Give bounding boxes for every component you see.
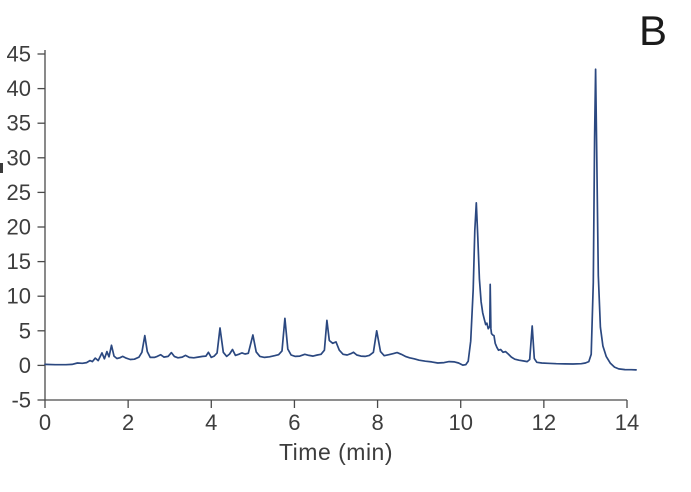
y-tick-label: 25 xyxy=(7,180,31,205)
y-tick-label: 10 xyxy=(7,284,31,309)
axis-lines xyxy=(44,50,627,401)
chromatogram-trace xyxy=(44,68,637,371)
x-tick-label: 12 xyxy=(532,410,556,435)
panel-label: B xyxy=(639,7,668,54)
y-tick-label: -5 xyxy=(11,388,31,413)
y-tick-label: 15 xyxy=(7,249,31,274)
y-tick-label: 0 xyxy=(19,353,31,378)
y-tick-label: 45 xyxy=(7,42,31,67)
y-tick-label: 20 xyxy=(7,215,31,240)
x-tick-label: 0 xyxy=(39,410,51,435)
x-tick-label: 4 xyxy=(205,410,217,435)
x-tick-label: 14 xyxy=(615,410,639,435)
x-axis-title: Time (min) xyxy=(279,439,393,465)
x-tick-label: 6 xyxy=(288,410,300,435)
y-tick-label: 30 xyxy=(7,145,31,170)
y-tick-label: 35 xyxy=(7,111,31,136)
y-tick-label: 40 xyxy=(7,76,31,101)
x-tick-label: 8 xyxy=(371,410,383,435)
x-tick-label: 2 xyxy=(122,410,134,435)
y-tick-label: 5 xyxy=(19,318,31,343)
x-tick-label: 10 xyxy=(448,410,472,435)
cropped-y-axis-title-fragment xyxy=(0,163,3,173)
